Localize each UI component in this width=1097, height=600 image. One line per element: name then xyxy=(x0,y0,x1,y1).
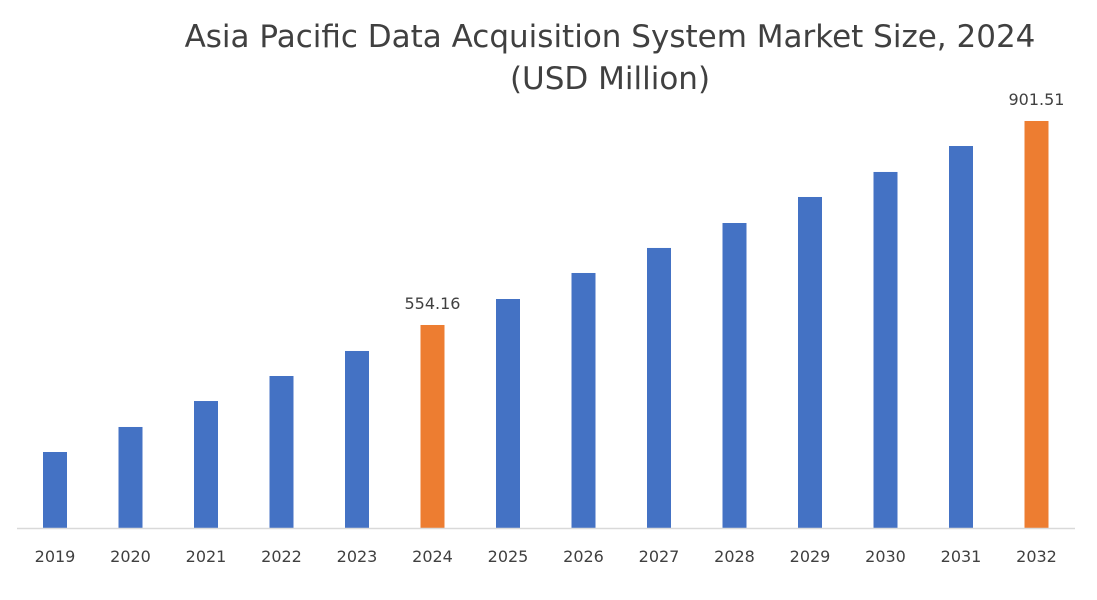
chart-title-line: Asia Pacific Data Acquisition System Mar… xyxy=(184,19,1036,55)
data-label-2024: 554.16 xyxy=(405,294,461,313)
x-tick-label: 2020 xyxy=(110,547,151,566)
x-tick-label: 2025 xyxy=(488,547,529,566)
bar-2025 xyxy=(496,299,520,528)
x-tick-label: 2030 xyxy=(865,547,906,566)
bar-2024 xyxy=(420,324,445,528)
x-tick-label: 2021 xyxy=(186,547,227,566)
x-tick-label: 2027 xyxy=(639,547,680,566)
bar-2030 xyxy=(873,171,898,528)
bar-2031 xyxy=(949,146,973,528)
bar-2028 xyxy=(722,223,747,529)
bar-2032 xyxy=(1024,120,1049,528)
bar-2020 xyxy=(118,426,143,528)
bar-2023 xyxy=(345,350,369,528)
data-label-2032: 901.51 xyxy=(1009,90,1065,109)
bar-2026 xyxy=(571,272,596,528)
x-tick-label: 2022 xyxy=(261,547,302,566)
x-tick-label: 2023 xyxy=(337,547,378,566)
bar-2027 xyxy=(647,247,671,528)
x-tick-label: 2031 xyxy=(941,547,982,566)
x-tick-label: 2019 xyxy=(35,547,76,566)
bar-2029 xyxy=(798,196,822,528)
x-tick-label: 2032 xyxy=(1016,547,1057,566)
x-tick-label: 2029 xyxy=(790,547,831,566)
x-tick-label: 2028 xyxy=(714,547,755,566)
x-tick-label: 2024 xyxy=(412,547,453,566)
x-tick-label: 2026 xyxy=(563,547,604,566)
bar-2021 xyxy=(194,401,218,528)
bar-2019 xyxy=(43,452,67,528)
chart-subtitle: (USD Million) xyxy=(509,61,711,97)
bar-2022 xyxy=(269,376,294,528)
chart-title: Asia Pacific Data Acquisition System Mar… xyxy=(150,16,1070,100)
